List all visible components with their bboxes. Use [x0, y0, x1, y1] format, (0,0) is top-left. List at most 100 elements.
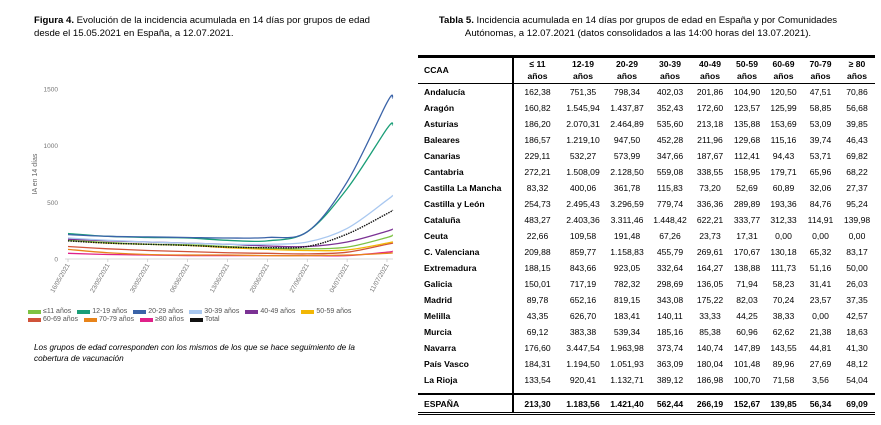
- table-cell: 338,55: [696, 167, 724, 177]
- legend-item: Total: [189, 316, 220, 324]
- table-cell: 69,09: [839, 393, 875, 415]
- table-cell: 622,21: [696, 215, 724, 225]
- table-cell: 188,15: [524, 263, 551, 273]
- table-cell: 67,26: [659, 231, 681, 241]
- table-cell: 115,83: [657, 183, 683, 193]
- table-cell: 83,32: [526, 183, 549, 193]
- total-row: ESPAÑA 213,30 1.183,56 1.421,40 562,44 266,19…: [418, 393, 875, 415]
- table-cell: 138,88: [733, 263, 761, 273]
- table-cell: 114,91: [807, 215, 834, 225]
- legend-label: 50-59 años: [316, 308, 352, 315]
- table-cell: 68,22: [846, 167, 868, 177]
- table-cell: 373,74: [656, 343, 684, 353]
- table-cell: 843,66: [569, 263, 597, 273]
- header-line: 50-59: [736, 59, 758, 69]
- table-row: Ceuta 22,66 109,58 191,48 67,26 23,73 17,31 0,0…: [418, 228, 875, 244]
- table-row: Asturias 186,20 2.070,31 2.464,89 535,60 213,…: [418, 116, 875, 132]
- table-cell: 0,00: [812, 231, 829, 241]
- table-cell: 95,24: [846, 199, 868, 209]
- table-cell: 17,31: [736, 231, 758, 241]
- table-cell: 48,12: [846, 359, 868, 369]
- table-cell: 112,41: [734, 151, 760, 161]
- column-header-age: 70-79 años: [802, 57, 839, 84]
- table-cell: 115,16: [770, 135, 797, 145]
- x-tick-label: 06/06/2021: [169, 262, 192, 294]
- legend-swatch: [189, 310, 203, 314]
- table-cell: 46,43: [846, 135, 868, 145]
- y-tick-label: 500: [47, 200, 58, 207]
- table-cell: 62,62: [772, 327, 795, 337]
- table-cell: 60,96: [736, 327, 758, 337]
- table-label: Tabla 5.: [438, 15, 474, 26]
- region-name: Castilla y León: [418, 196, 514, 212]
- header-line: 30-39: [659, 59, 681, 69]
- table-row: Murcia 69,12 383,38 539,34 185,16 85,38 60,96 6…: [418, 324, 875, 340]
- table-cell: 164,27: [696, 263, 724, 273]
- table-cell: 51,16: [809, 263, 832, 273]
- table-cell: 782,32: [613, 279, 641, 289]
- region-name: Murcia: [418, 324, 514, 340]
- table-cell: 652,16: [569, 295, 597, 305]
- header-line: 40-49: [699, 59, 721, 69]
- table-row: Andalucía 162,38 751,35 798,34 402,03 201,86 1…: [418, 83, 875, 100]
- header-line: 20-29: [616, 59, 638, 69]
- table-cell: 361,78: [613, 183, 641, 193]
- region-name: País Vasco: [418, 356, 514, 372]
- series-line-60-69-a-os: [67, 242, 394, 255]
- table-cell: 269,61: [696, 247, 724, 257]
- table-cell: 120,50: [770, 87, 797, 97]
- region-name: Castilla La Mancha: [418, 180, 514, 196]
- table-cell: 1.219,10: [566, 135, 600, 145]
- table-cell: 532,27: [569, 151, 597, 161]
- incidence-table: CCAA ≤ 11 años 12-19 años 20-29 años 30-39 años 4…: [418, 55, 875, 415]
- table-row: Cantabria 272,21 1.508,09 2.128,50 559,08 338…: [418, 164, 875, 180]
- table-cell: 573,99: [613, 151, 641, 161]
- table-cell: 60,89: [772, 183, 795, 193]
- table-cell: 1.194,50: [566, 359, 600, 369]
- series-line-30-39-a-os: [67, 194, 394, 246]
- legend-label: 30-39 años: [204, 308, 240, 315]
- header-line: años: [659, 70, 681, 81]
- table-cell: 162,38: [524, 87, 551, 97]
- table-cell: 65,96: [809, 167, 832, 177]
- table-cell: 3,56: [812, 375, 829, 385]
- x-tick-label: 27/06/2021: [289, 262, 312, 294]
- chart-legend: ≤11 años 12-19 años 20-29 años 30-39 años 40…: [28, 308, 388, 324]
- table-cell: 201,86: [696, 87, 724, 97]
- table-cell: 352,43: [656, 103, 684, 113]
- table-cell: 172,60: [696, 103, 724, 113]
- table-cell: 143,55: [770, 343, 797, 353]
- region-name: Andalucía: [418, 83, 514, 100]
- table-cell: 186,98: [696, 375, 724, 385]
- table-cell: 44,81: [809, 343, 832, 353]
- table-cell: 0,00: [775, 231, 792, 241]
- table-row: Castilla La Mancha 83,32 400,06 361,78 115,8…: [418, 180, 875, 196]
- table-cell: 779,74: [656, 199, 684, 209]
- header-line: años: [736, 70, 758, 81]
- table-cell: 150,01: [524, 279, 551, 289]
- table-cell: 389,12: [656, 375, 684, 385]
- legend-swatch: [28, 310, 41, 314]
- table-cell: 27,37: [846, 183, 868, 193]
- header-line: ≤ 11: [529, 59, 546, 69]
- table-cell: 186,20: [524, 119, 551, 129]
- header-line: ≥ 80: [848, 59, 866, 69]
- table-cell: 229,11: [524, 151, 551, 161]
- table-cell: 455,79: [656, 247, 684, 257]
- table-cell: 751,35: [569, 87, 597, 97]
- table-cell: 343,08: [656, 295, 684, 305]
- table-cell: 133,54: [524, 375, 551, 385]
- table-cell: 89,96: [772, 359, 795, 369]
- column-header-ccaa: CCAA: [418, 56, 514, 84]
- table-cell: 50,00: [846, 263, 868, 273]
- table-cell: 187,67: [696, 151, 724, 161]
- legend-item: 30-39 años: [189, 308, 239, 316]
- table-cell: 33,33: [699, 311, 721, 321]
- legend-label: ≥80 años: [155, 316, 184, 323]
- table-cell: 44,25: [736, 311, 758, 321]
- table-row: País Vasco 184,31 1.194,50 1.051,93 363,09 18…: [418, 356, 875, 372]
- table-cell: 191,48: [613, 231, 641, 241]
- region-name: C. Valenciana: [418, 244, 514, 260]
- table-cell: 32,06: [809, 183, 832, 193]
- header-line: años: [572, 70, 594, 81]
